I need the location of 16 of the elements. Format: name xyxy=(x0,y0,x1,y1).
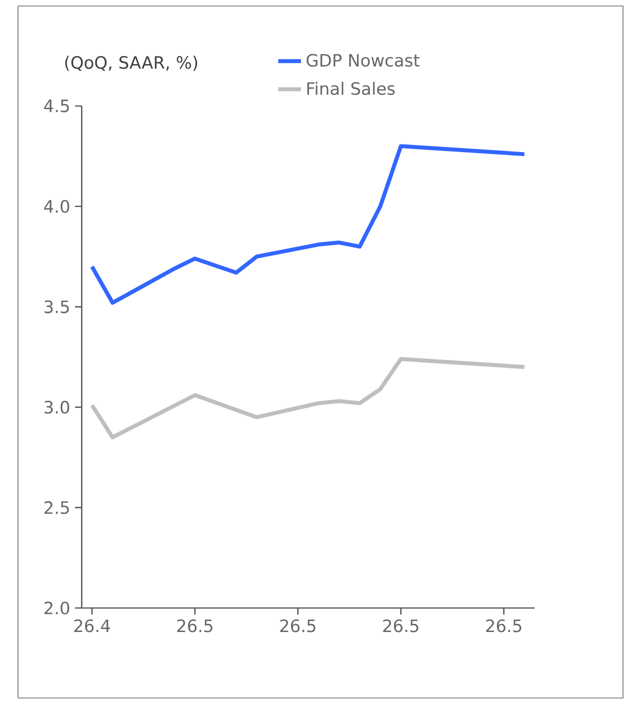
x-tick-label: 26.5 xyxy=(383,619,418,632)
x-tick-label: 26.5 xyxy=(280,619,316,632)
x-tick-label: 26.5 xyxy=(177,619,212,632)
y-tick-label: 2.0 xyxy=(44,602,70,614)
line-series xyxy=(90,144,526,305)
legend-label: GDP Nowcast xyxy=(306,54,420,67)
y-tick-label: 3.0 xyxy=(44,400,70,414)
y-axis-title: (QoQ, SAAR, %) xyxy=(65,56,198,71)
x-tick-label: 26.5 xyxy=(486,619,522,632)
legend-label: Final Sales xyxy=(307,82,395,95)
y-tick-label: 4.5 xyxy=(44,100,69,112)
y-tick-label: 4.0 xyxy=(44,200,70,213)
x-tick-label: 26.4 xyxy=(74,619,110,632)
line-series xyxy=(90,357,526,440)
y-tick-label: 3.5 xyxy=(44,300,69,314)
y-tick-label: 2.5 xyxy=(44,501,69,514)
